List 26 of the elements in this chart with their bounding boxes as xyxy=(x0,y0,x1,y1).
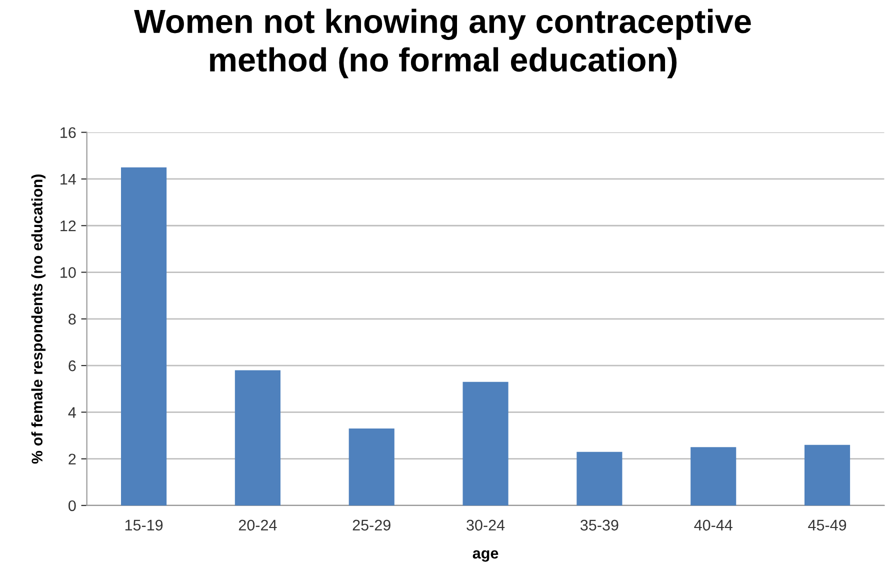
y-tick-label: 0 xyxy=(68,500,76,512)
x-tick-label: 40-44 xyxy=(694,520,732,531)
x-tick-label: 30-24 xyxy=(466,520,505,531)
y-tick-label: 10 xyxy=(60,267,76,278)
bar xyxy=(121,167,167,506)
bar xyxy=(576,452,622,506)
bar xyxy=(804,444,850,506)
x-tick-label: 15-19 xyxy=(125,520,163,531)
bar xyxy=(234,370,280,506)
y-tick-label: 2 xyxy=(68,454,76,464)
y-axis-title: % of female respondents (no education) xyxy=(31,174,46,464)
y-tick-label: 14 xyxy=(60,174,76,185)
x-tick-label: 35-39 xyxy=(580,520,618,531)
x-tick-label: 25-29 xyxy=(352,520,390,531)
y-tick-label: 4 xyxy=(68,407,76,418)
chart-title: Women not knowing any contraceptive method (no formal education) xyxy=(134,8,751,78)
y-tick-label: 16 xyxy=(60,127,76,138)
bar xyxy=(348,428,394,506)
bar xyxy=(462,382,508,506)
x-tick-label: 45-49 xyxy=(808,520,846,531)
x-tick-label: 20-24 xyxy=(238,520,277,531)
y-tick-label: 8 xyxy=(68,314,76,325)
y-tick-label: 12 xyxy=(60,220,76,232)
y-tick-label: 6 xyxy=(68,360,76,372)
x-axis-title: age xyxy=(472,550,498,562)
bar xyxy=(690,447,736,506)
